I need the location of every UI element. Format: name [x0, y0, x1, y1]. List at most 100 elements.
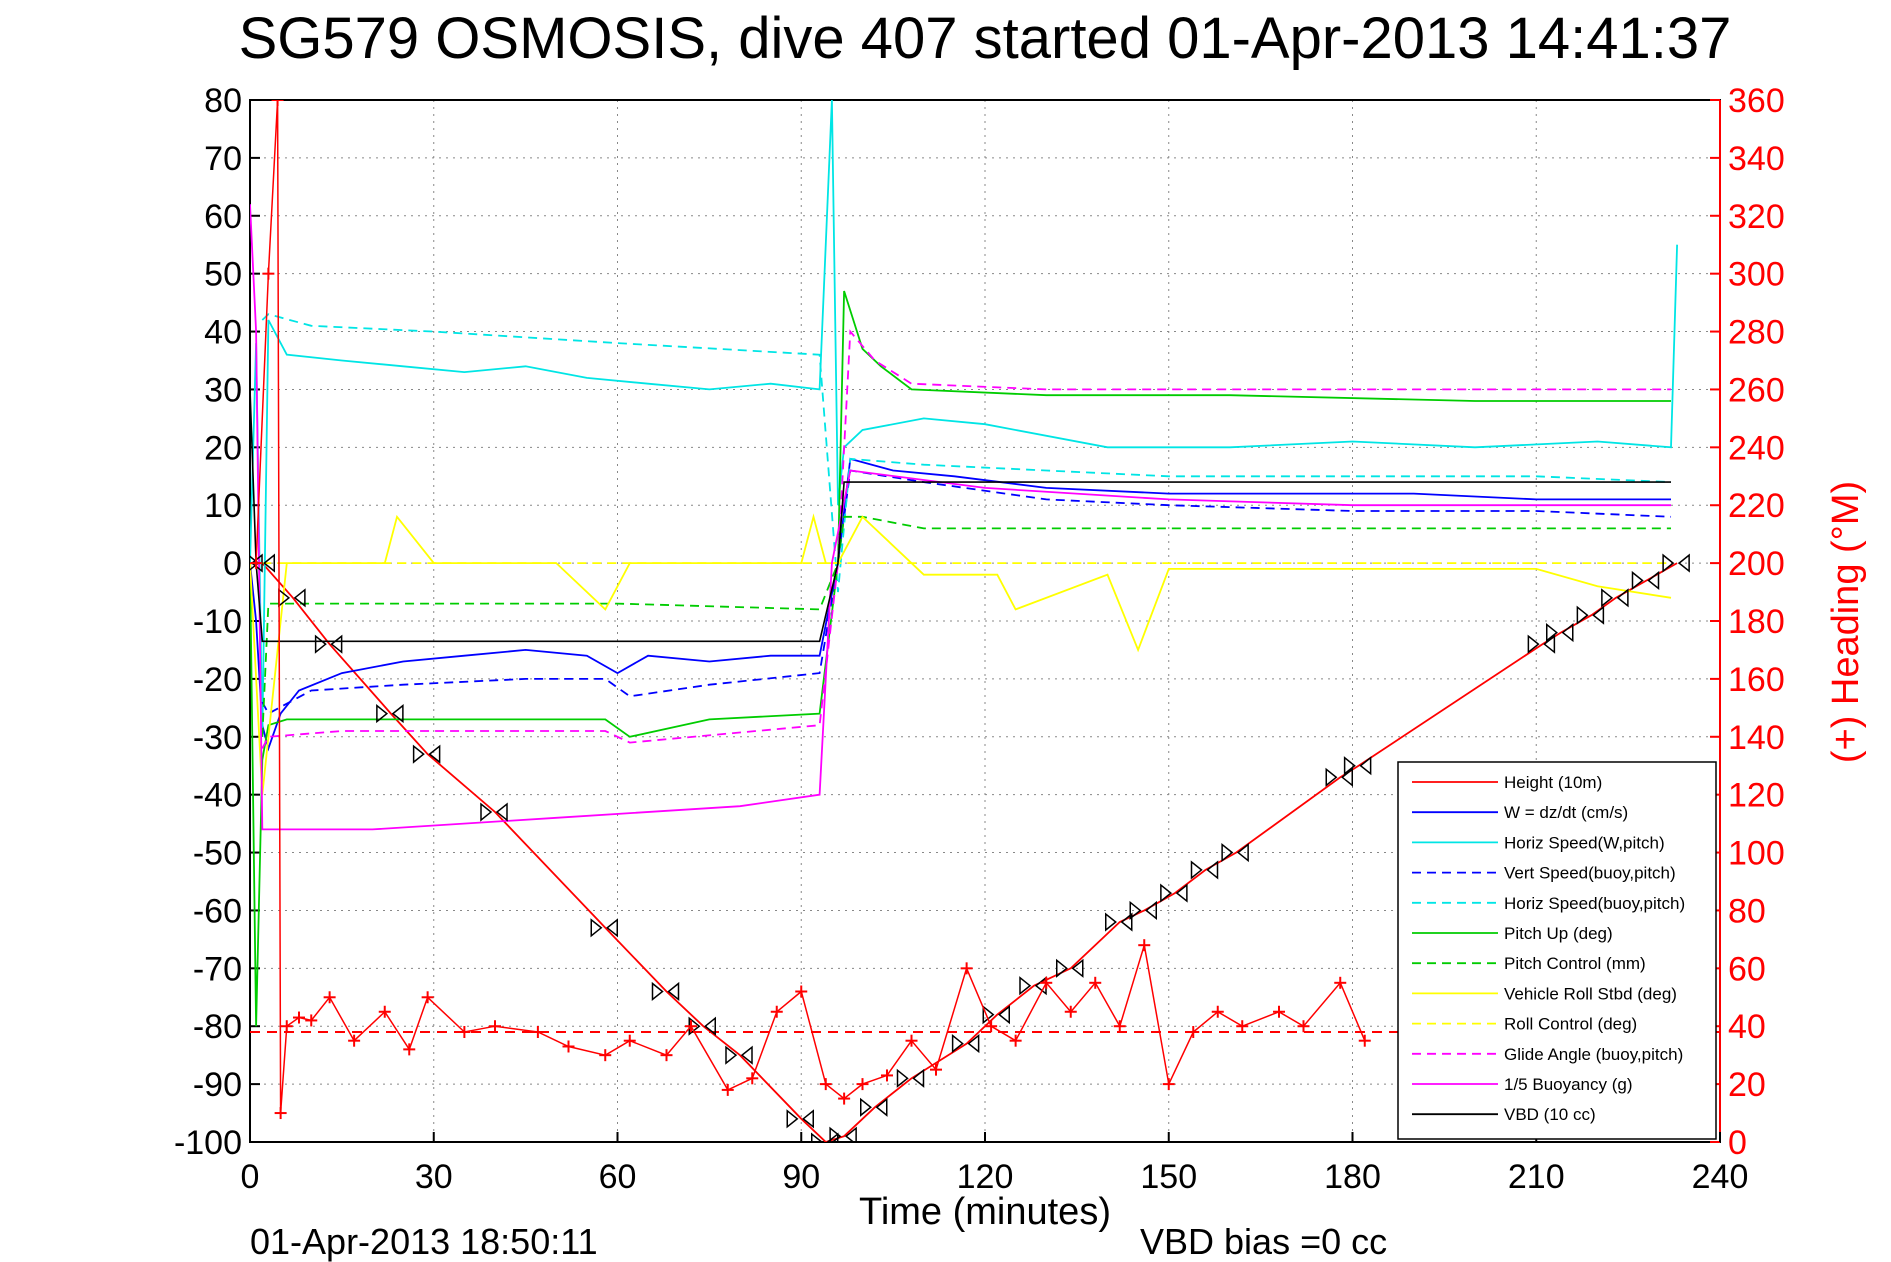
x-tick-label: 210	[1508, 1158, 1565, 1196]
heading-point	[960, 962, 973, 975]
heading-point	[1236, 1020, 1249, 1033]
series-line-1	[250, 457, 1671, 752]
x-tick-label: 150	[1140, 1158, 1197, 1196]
right-tick-label: 100	[1728, 835, 1785, 873]
height-marker	[1160, 883, 1173, 903]
y-tick-label: 20	[204, 429, 242, 467]
height-marker	[896, 1068, 909, 1088]
legend-label-8: Roll Control (deg)	[1504, 1015, 1637, 1034]
heading-point	[795, 985, 808, 998]
height-marker	[1325, 767, 1338, 787]
y-tick-label: 70	[204, 140, 242, 178]
chart-title: SG579 OSMOSIS, dive 407 started 01-Apr-2…	[239, 6, 1732, 71]
heading-trace	[255, 100, 1366, 1114]
heading-point	[250, 557, 263, 570]
height-marker	[1631, 570, 1644, 591]
y-tick-label: -50	[193, 835, 242, 873]
series-line-2	[250, 100, 1678, 737]
heading-point	[1113, 1020, 1126, 1033]
legend-label-4: Horiz Speed(buoy,pitch)	[1504, 894, 1685, 913]
height-marker	[263, 553, 275, 573]
left-axis: 80 70 60 50 40 30 20 10 0 -10 -20 -30 -40 -50 -60 -70 -8…	[174, 82, 260, 1162]
x-tick-label: 90	[782, 1158, 820, 1196]
series-line-9	[261, 329, 1671, 749]
series-line-6	[261, 515, 1671, 737]
height-marker	[1543, 634, 1556, 654]
height-marker	[912, 1068, 925, 1088]
y-tick-label: -90	[193, 1066, 242, 1104]
y-tick-label: -30	[193, 719, 242, 757]
height-marker	[250, 555, 260, 571]
x-axis: 0 30 60 90 120 150 180 210 240	[241, 1132, 1748, 1196]
height-marker	[844, 1126, 857, 1142]
legend-label-2: Horiz Speed(W,pitch)	[1504, 833, 1665, 852]
height-marker	[1343, 756, 1356, 776]
x-tick-label: 180	[1324, 1158, 1381, 1196]
series-line-3	[261, 469, 1672, 715]
height-marker	[704, 1016, 716, 1036]
height-marker	[786, 1109, 799, 1129]
height-marker	[829, 1126, 842, 1142]
height-marker	[480, 802, 493, 822]
heading-point	[599, 1049, 612, 1062]
height-marker	[1561, 623, 1574, 643]
height-marker	[412, 744, 425, 764]
right-tick-label: 80	[1728, 892, 1766, 930]
heading-point	[746, 1072, 759, 1085]
height-marker	[1129, 900, 1142, 921]
series-line-10	[250, 204, 1671, 831]
height-marker	[495, 802, 508, 822]
right-tick-label: 40	[1728, 1008, 1766, 1046]
heading-point	[1064, 1005, 1077, 1018]
x-tick-label: 0	[241, 1158, 260, 1196]
heading-point	[531, 1026, 544, 1039]
y-tick-label: -10	[193, 603, 242, 641]
height-marker	[428, 744, 441, 764]
series-line-0	[250, 562, 1678, 1142]
height-marker	[1175, 883, 1188, 903]
y-tick-label: -20	[193, 661, 242, 699]
right-tick-label: 260	[1728, 371, 1785, 409]
height-marker	[330, 634, 343, 654]
height-marker	[1056, 958, 1068, 978]
y-tick-label: -100	[174, 1124, 242, 1162]
heading-point	[348, 1034, 361, 1047]
height-marker	[293, 588, 306, 608]
right-tick-label: 120	[1728, 777, 1785, 815]
height-marker	[860, 1097, 872, 1117]
height-marker	[1527, 634, 1540, 654]
right-tick-label: 200	[1728, 545, 1785, 583]
height-marker	[826, 1132, 839, 1142]
legend-label-5: Pitch Up (deg)	[1504, 924, 1613, 943]
vbd-bias: VBD bias =0 cc	[1140, 1221, 1387, 1262]
y-tick-label: -40	[193, 777, 242, 815]
legend-box	[1397, 761, 1717, 1140]
heading-point	[280, 1020, 293, 1033]
right-tick-label: 160	[1728, 661, 1785, 699]
height-marker	[1145, 900, 1157, 921]
right-tick-label: 280	[1728, 314, 1785, 352]
heading-point	[1273, 1005, 1285, 1018]
height-marker	[802, 1109, 814, 1129]
height-marker	[1221, 842, 1234, 863]
right-tick-label: 320	[1728, 198, 1785, 236]
heading-point	[323, 991, 336, 1004]
footer-date: 01-Apr-2013 18:50:11	[250, 1221, 598, 1262]
heading-point	[770, 1005, 783, 1018]
heading-point	[721, 1083, 734, 1096]
y-tick-label: -70	[193, 950, 242, 988]
heading-point	[685, 1020, 697, 1033]
legend-label-1: W = dz/dt (cm/s)	[1504, 803, 1628, 822]
heading-point	[1297, 1020, 1310, 1033]
height-marker	[1019, 976, 1032, 996]
heading-point	[271, 100, 284, 106]
right-axis: 3603403203002802602402202001801601401201…	[1710, 82, 1785, 1162]
heading-point	[905, 1034, 918, 1047]
series-line-5	[250, 290, 1671, 1027]
height-marker	[740, 1045, 753, 1065]
height-marker	[1341, 767, 1353, 787]
height-marker	[667, 981, 680, 1002]
y-tick-label: 0	[223, 545, 242, 583]
height-marker	[875, 1097, 888, 1117]
